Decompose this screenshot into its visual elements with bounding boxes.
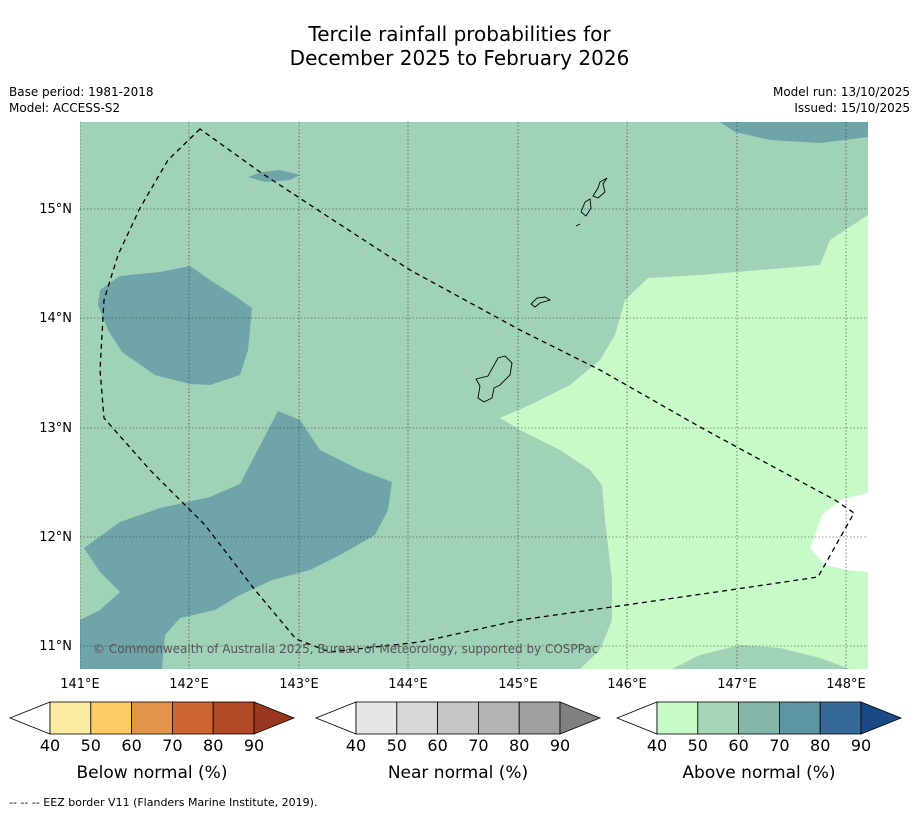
colorbar-segment: [131, 701, 173, 735]
lon-label: 143°E: [279, 677, 319, 692]
lat-label: 12°N: [39, 530, 72, 545]
lat-labels: 15°N 14°N 13°N 12°N 11°N: [39, 202, 72, 654]
colorbar-tick-label: 50: [387, 736, 407, 755]
colorbar-min-extension: [314, 701, 357, 735]
colorbar-tick-label: 40: [647, 736, 667, 755]
colorbar-tick-label: 40: [346, 736, 366, 755]
colorbar-segment: [90, 701, 133, 735]
title-line-1: Tercile rainfall probabilities for: [308, 22, 611, 46]
field-above-60-70-west: [98, 266, 252, 385]
colorbar: 40 50 60 70 80 90 Near normal (%): [314, 701, 602, 783]
island-tinian: [580, 198, 592, 217]
lon-labels: 141°E 142°E 143°E 144°E 145°E 146°E 147°…: [60, 677, 866, 692]
island-guam: [475, 355, 513, 403]
colorbar-title: Above normal (%): [682, 763, 835, 783]
field-above-40-50: [500, 215, 868, 669]
colorbar-segment: [819, 701, 862, 735]
colorbar-tick-label: 90: [244, 736, 264, 755]
field-above-bottom: [672, 645, 850, 669]
colorbar-tick-label: 70: [162, 736, 182, 755]
lon-label: 145°E: [498, 677, 538, 692]
colorbar-segment: [738, 701, 780, 735]
base-period: Base period: 1981-2018: [9, 85, 154, 99]
colorbar-title: Near normal (%): [388, 763, 528, 783]
island-saipan: [592, 177, 608, 199]
lon-label: 147°E: [717, 677, 757, 692]
colorbar-min-extension: [615, 701, 658, 735]
lon-label: 148°E: [826, 677, 866, 692]
colorbar-tick-label: 50: [81, 736, 101, 755]
lon-label: 141°E: [60, 677, 100, 692]
copyright-text: © Commonwealth of Australia 2025, Bureau…: [93, 642, 598, 656]
colorbar-tick-label: 40: [40, 736, 60, 755]
colorbar-title: Below normal (%): [77, 763, 228, 783]
colorbar-tick-label: 90: [851, 736, 871, 755]
colorbar-tick-label: 70: [468, 736, 488, 755]
lat-label: 15°N: [39, 202, 72, 217]
title-line-2: December 2025 to February 2026: [289, 46, 630, 70]
colorbar-tick-label: 80: [203, 736, 223, 755]
probability-fields: © Commonwealth of Australia 2025, Bureau…: [80, 122, 868, 669]
field-above-60-70-small: [248, 170, 300, 182]
metadata-right: Model run: 13/10/2025 Issued: 15/10/2025: [773, 84, 910, 116]
colorbar-segment: [437, 701, 479, 735]
colorbar-tick-label: 60: [728, 736, 748, 755]
colorbar-tick-label: 80: [810, 736, 830, 755]
colorbar-segment: [212, 701, 255, 735]
islands: [475, 177, 608, 403]
lon-label: 144°E: [388, 677, 428, 692]
colorbar-segment: [477, 701, 520, 735]
metadata-left: Base period: 1981-2018 Model: ACCESS-S2: [9, 84, 154, 116]
colorbar-max-extension: [253, 701, 296, 735]
colorbar-tick-label: 70: [769, 736, 789, 755]
model-name: Model: ACCESS-S2: [9, 101, 121, 115]
issued-date: Issued: 15/10/2025: [794, 101, 910, 115]
field-above-60-70-top-right: [720, 122, 868, 143]
lon-label: 142°E: [169, 677, 209, 692]
eez-legend-note: -- -- -- EEZ border V11 (Flanders Marine…: [9, 796, 318, 809]
lat-label: 13°N: [39, 421, 72, 436]
colorbar-segment: [355, 701, 398, 735]
colorbar-tick-label: 50: [688, 736, 708, 755]
eez-border: [99, 128, 855, 653]
lat-label: 14°N: [39, 311, 72, 326]
field-white: [810, 493, 868, 572]
graticule: [80, 122, 868, 669]
island-aguijan: [575, 223, 581, 227]
colorbar-segment: [779, 701, 821, 735]
colorbar-tick-label: 60: [121, 736, 141, 755]
colorbar: 40 50 60 70 80 90 Below normal (%): [8, 701, 296, 783]
colorbar-min-extension: [8, 701, 51, 735]
model-run: Model run: 13/10/2025: [772, 85, 910, 99]
colorbar-max-extension: [559, 701, 602, 735]
lat-label: 11°N: [39, 639, 72, 654]
colorbar-segment: [396, 701, 438, 735]
colorbar-tick-label: 90: [550, 736, 570, 755]
colorbar-segment: [49, 701, 92, 735]
colorbar-max-extension: [860, 701, 903, 735]
colorbar-segment: [697, 701, 739, 735]
colorbar-tick-label: 60: [427, 736, 447, 755]
colorbar-segment: [656, 701, 699, 735]
colorbar-segment: [171, 701, 214, 735]
chart-title: Tercile rainfall probabilities for Decem…: [0, 22, 919, 70]
colorbars: 40 50 60 70 80 90 Below normal (%) 40 50 60 70 80 90…: [8, 701, 903, 783]
island-rota: [530, 296, 552, 308]
colorbar: 40 50 60 70 80 90 Above normal (%): [615, 701, 903, 783]
colorbar-segment: [518, 701, 561, 735]
field-above-60-70-south: [80, 411, 392, 669]
colorbar-tick-label: 80: [509, 736, 529, 755]
lon-label: 146°E: [607, 677, 647, 692]
